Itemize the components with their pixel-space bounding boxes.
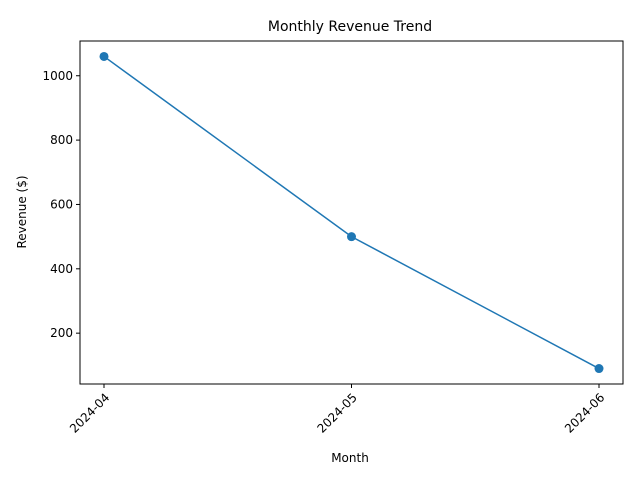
series-layer	[99, 51, 604, 374]
data-point	[99, 51, 109, 61]
y-tick-label: 600	[50, 197, 73, 211]
plot-area	[79, 40, 624, 385]
y-axis-label: Revenue ($)	[15, 175, 29, 248]
y-axis: 200 400 600 800 1000	[42, 69, 80, 340]
y-tick-label: 1000	[42, 69, 73, 83]
x-tick-label: 2024-06	[562, 390, 607, 435]
y-tick-label: 200	[50, 326, 73, 340]
x-tick-label: 2024-04	[67, 390, 112, 435]
x-axis: 2024-04 2024-05 2024-06	[67, 384, 607, 436]
series-line	[103, 55, 600, 370]
y-tick-label: 400	[50, 262, 73, 276]
data-point	[594, 364, 604, 374]
x-axis-label: Month	[331, 451, 369, 465]
y-tick-label: 800	[50, 133, 73, 147]
x-tick-label: 2024-05	[314, 390, 359, 435]
plot-frame	[79, 40, 624, 385]
chart-title: Monthly Revenue Trend	[268, 19, 432, 35]
data-point	[347, 232, 356, 242]
